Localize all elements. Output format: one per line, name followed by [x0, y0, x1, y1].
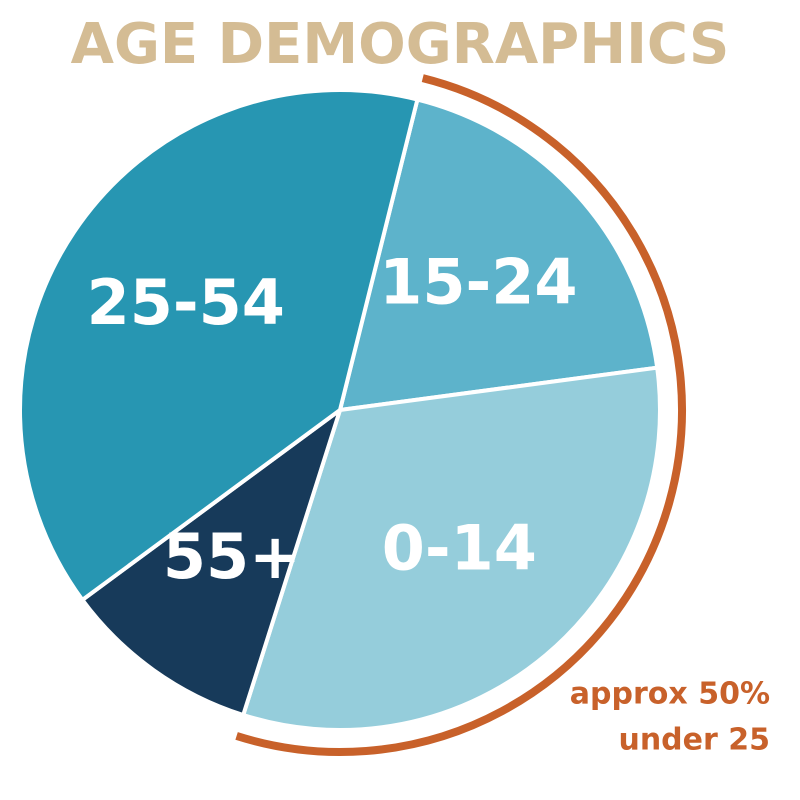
slice-label: 55+: [163, 520, 301, 593]
slice-label: 15-24: [379, 245, 577, 318]
chart-title: AGE DEMOGRAPHICS: [71, 12, 730, 77]
pie-slice: [338, 97, 660, 412]
pie-slice: [18, 88, 420, 602]
pie-slice: [241, 365, 662, 732]
pie-slice: [80, 408, 342, 718]
annotation: approx 50%: [570, 677, 770, 712]
slice-label: 25-54: [87, 266, 285, 339]
annotation: under 25: [618, 723, 770, 758]
slice-label: 0-14: [382, 511, 537, 584]
bracket-arc: [235, 74, 686, 756]
